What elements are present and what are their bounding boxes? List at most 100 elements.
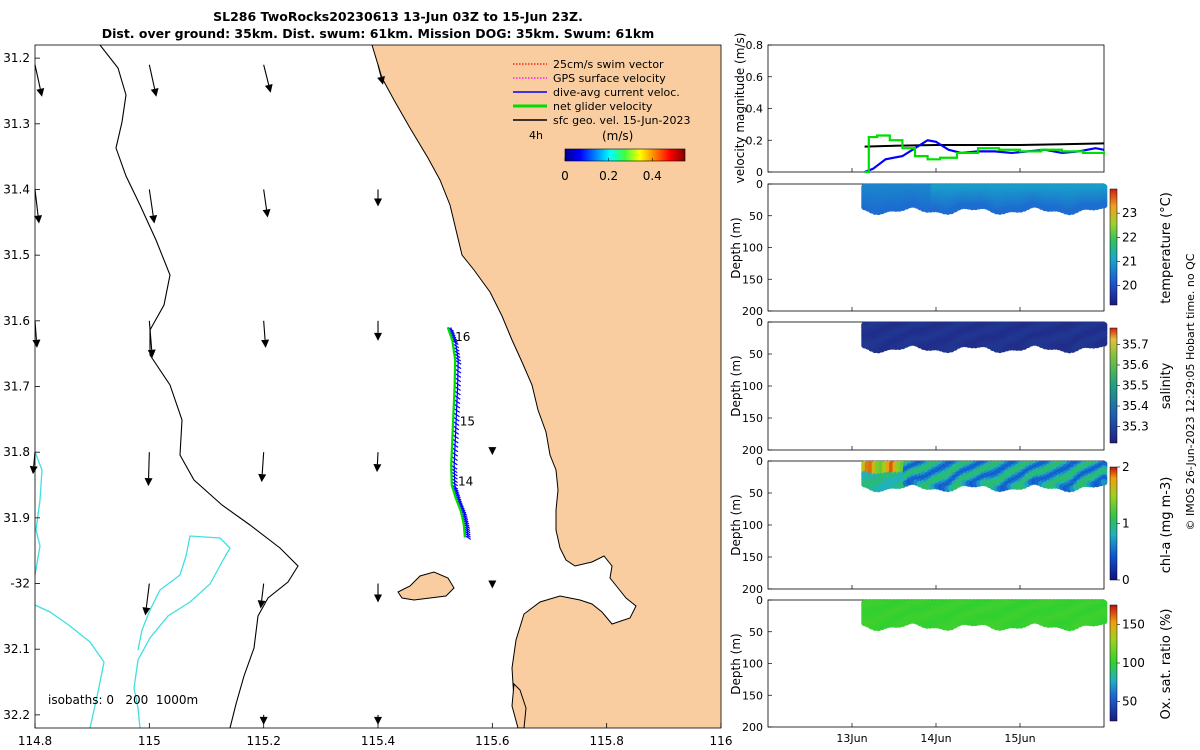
glider-track [446, 326, 472, 540]
depth-y-tick-label: 100 [742, 242, 763, 255]
section-sample [1100, 617, 1108, 625]
land-coastline [371, 45, 637, 728]
temperature-cbar-label: temperature (°C) [1159, 192, 1174, 304]
velocity-panel: 0 0.2 0.4 0.6 0.8 velocity magnitude (m/s) [733, 33, 1106, 183]
geo-vector [144, 452, 153, 487]
geo-vector [29, 452, 38, 475]
geo-vector-head [29, 465, 38, 475]
temperature-panel: 0 50 100 150 200 Depth (m) 20 21 22 23 temperat… [729, 178, 1174, 318]
section-sample [1100, 478, 1108, 486]
velocity-series [864, 134, 1106, 174]
day-label: 14 [458, 475, 473, 489]
depth-y-tick-label: 0 [756, 316, 763, 329]
velocity-y-tick-label: 0 [756, 166, 763, 179]
geo-vector [263, 64, 273, 93]
depth-y-tick-label: 150 [742, 412, 763, 425]
salinity-colorbar-ticks: 35.3 35.4 35.5 35.6 35.7 [1117, 337, 1149, 434]
depth-y-tick-label: 0 [756, 178, 763, 191]
geo-vector-head [258, 473, 267, 483]
oxygen-ylabel: Depth (m) [729, 633, 743, 694]
depth-y-tick-label: 50 [749, 487, 763, 500]
map-y-tick-label: 32.1 [3, 642, 30, 656]
map-x-tick-label: 115.6 [475, 734, 509, 748]
geo-vector [488, 447, 497, 456]
footer-credit: © IMOS 26-Jun-2023 12:29:05 Hobart time.… [1184, 253, 1197, 530]
oxygen-section [861, 599, 1108, 632]
geo-vector-shaft [34, 64, 41, 90]
geo-vector-shaft [148, 452, 150, 479]
colorbar-tick-label: 150 [1122, 617, 1145, 631]
time-tick-label: 14Jun [920, 732, 951, 745]
oxygen-cbar-label: Ox. sat. ratio (%) [1159, 609, 1174, 720]
salinity-colorbar [1109, 327, 1118, 444]
geo-vector [148, 64, 159, 97]
time-tick-label: 15Jun [1004, 732, 1035, 745]
colorbar-tick-label: 21 [1122, 255, 1137, 269]
geo-vector [374, 583, 382, 603]
geo-vector-head [373, 463, 382, 473]
geo-vector-shaft [263, 189, 268, 210]
geo-vector-head [264, 83, 273, 93]
isobaths-label: isobaths: 0 200 1000m [48, 693, 198, 707]
temperature-section [861, 183, 1108, 216]
depth-y-tick-label: 100 [742, 519, 763, 532]
geo-vector-head [150, 88, 159, 97]
depth-y-tick-label: 150 [742, 551, 763, 564]
map-y-tick-label: 31.7 [3, 380, 30, 394]
map-y-tick-label: 31.8 [3, 445, 30, 459]
depth-y-tick-label: 150 [742, 689, 763, 702]
isobath-200m [35, 451, 231, 728]
geo-vector [34, 64, 45, 97]
oxygen-colorbar-ticks: 50 100 150 [1117, 617, 1145, 709]
title-line-1: SL286 TwoRocks20230613 13-Jun 03Z to 15-… [213, 9, 583, 24]
map-y-ticks: 31.2 31.3 31.4 31.5 31.6 31.7 31.8 31.9 -32 32.1 3… [3, 51, 40, 722]
chla-section [861, 460, 1108, 493]
day-labels: 16 15 14 [455, 330, 475, 488]
geo-vector [147, 320, 156, 358]
geo-vector [34, 189, 43, 224]
geo-vector-head [36, 88, 45, 97]
colorbar-tick-label: 100 [1122, 656, 1145, 670]
title-line-2: Dist. over ground: 35km. Dist. swum: 61k… [102, 26, 655, 41]
garden-island [511, 682, 527, 728]
velocity-y-tick-label: 0.6 [746, 71, 764, 84]
geo-vector-head [374, 594, 382, 603]
legend-geo-label: sfc geo. vel. 15-Jun-2023 [553, 114, 690, 127]
map-x-ticks: 114.8 115 115.2 115.4 115.6 115.8 116 [18, 723, 733, 748]
geo-vector-shaft [145, 583, 150, 608]
geo-vector-head [32, 339, 41, 348]
depth-y-tick-label: 100 [742, 380, 763, 393]
velocity-axes-box [767, 44, 1105, 173]
legend-swim-label: 25cm/s swim vector [553, 58, 664, 71]
temperature-colorbar-ticks: 20 21 22 23 [1117, 206, 1137, 293]
geo-vector-head [147, 349, 156, 358]
colorbar-units: (m/s) [602, 129, 633, 143]
temperature-y-ticks: 0 50 100 150 200 [742, 178, 772, 318]
geo-vector-shaft [376, 452, 379, 465]
colorbar-tick-label: 35.4 [1122, 399, 1149, 413]
depth-y-tick-label: 200 [742, 583, 763, 596]
day-label: 16 [455, 330, 470, 344]
geo-vector-shaft [33, 452, 36, 467]
oxygen-colorbar [1109, 604, 1118, 722]
geo-vector-shaft [148, 189, 154, 216]
oxygen-y-ticks: 0 50 100 150 200 [742, 594, 772, 734]
map-colorbar [564, 148, 686, 162]
map-y-tick-label: 31.6 [3, 314, 30, 328]
geo-vector [373, 452, 382, 473]
chla-ylabel: Depth (m) [729, 494, 743, 555]
geo-vector-shaft [34, 189, 39, 216]
legend-net-label: net glider velocity [553, 100, 653, 113]
depth-y-tick-label: 150 [742, 273, 763, 286]
rottnest-island [397, 571, 455, 601]
geo-vector [374, 189, 382, 207]
geo-vector-head [488, 580, 497, 589]
colorbar-tick-label: 35.6 [1122, 358, 1149, 372]
temperature-colorbar [1109, 188, 1118, 306]
map-y-tick-label: 32.2 [3, 708, 30, 722]
geo-vector [142, 583, 151, 616]
geo-vector [377, 64, 385, 85]
geo-vector [261, 320, 270, 348]
map-x-tick-label: 116 [710, 734, 733, 748]
